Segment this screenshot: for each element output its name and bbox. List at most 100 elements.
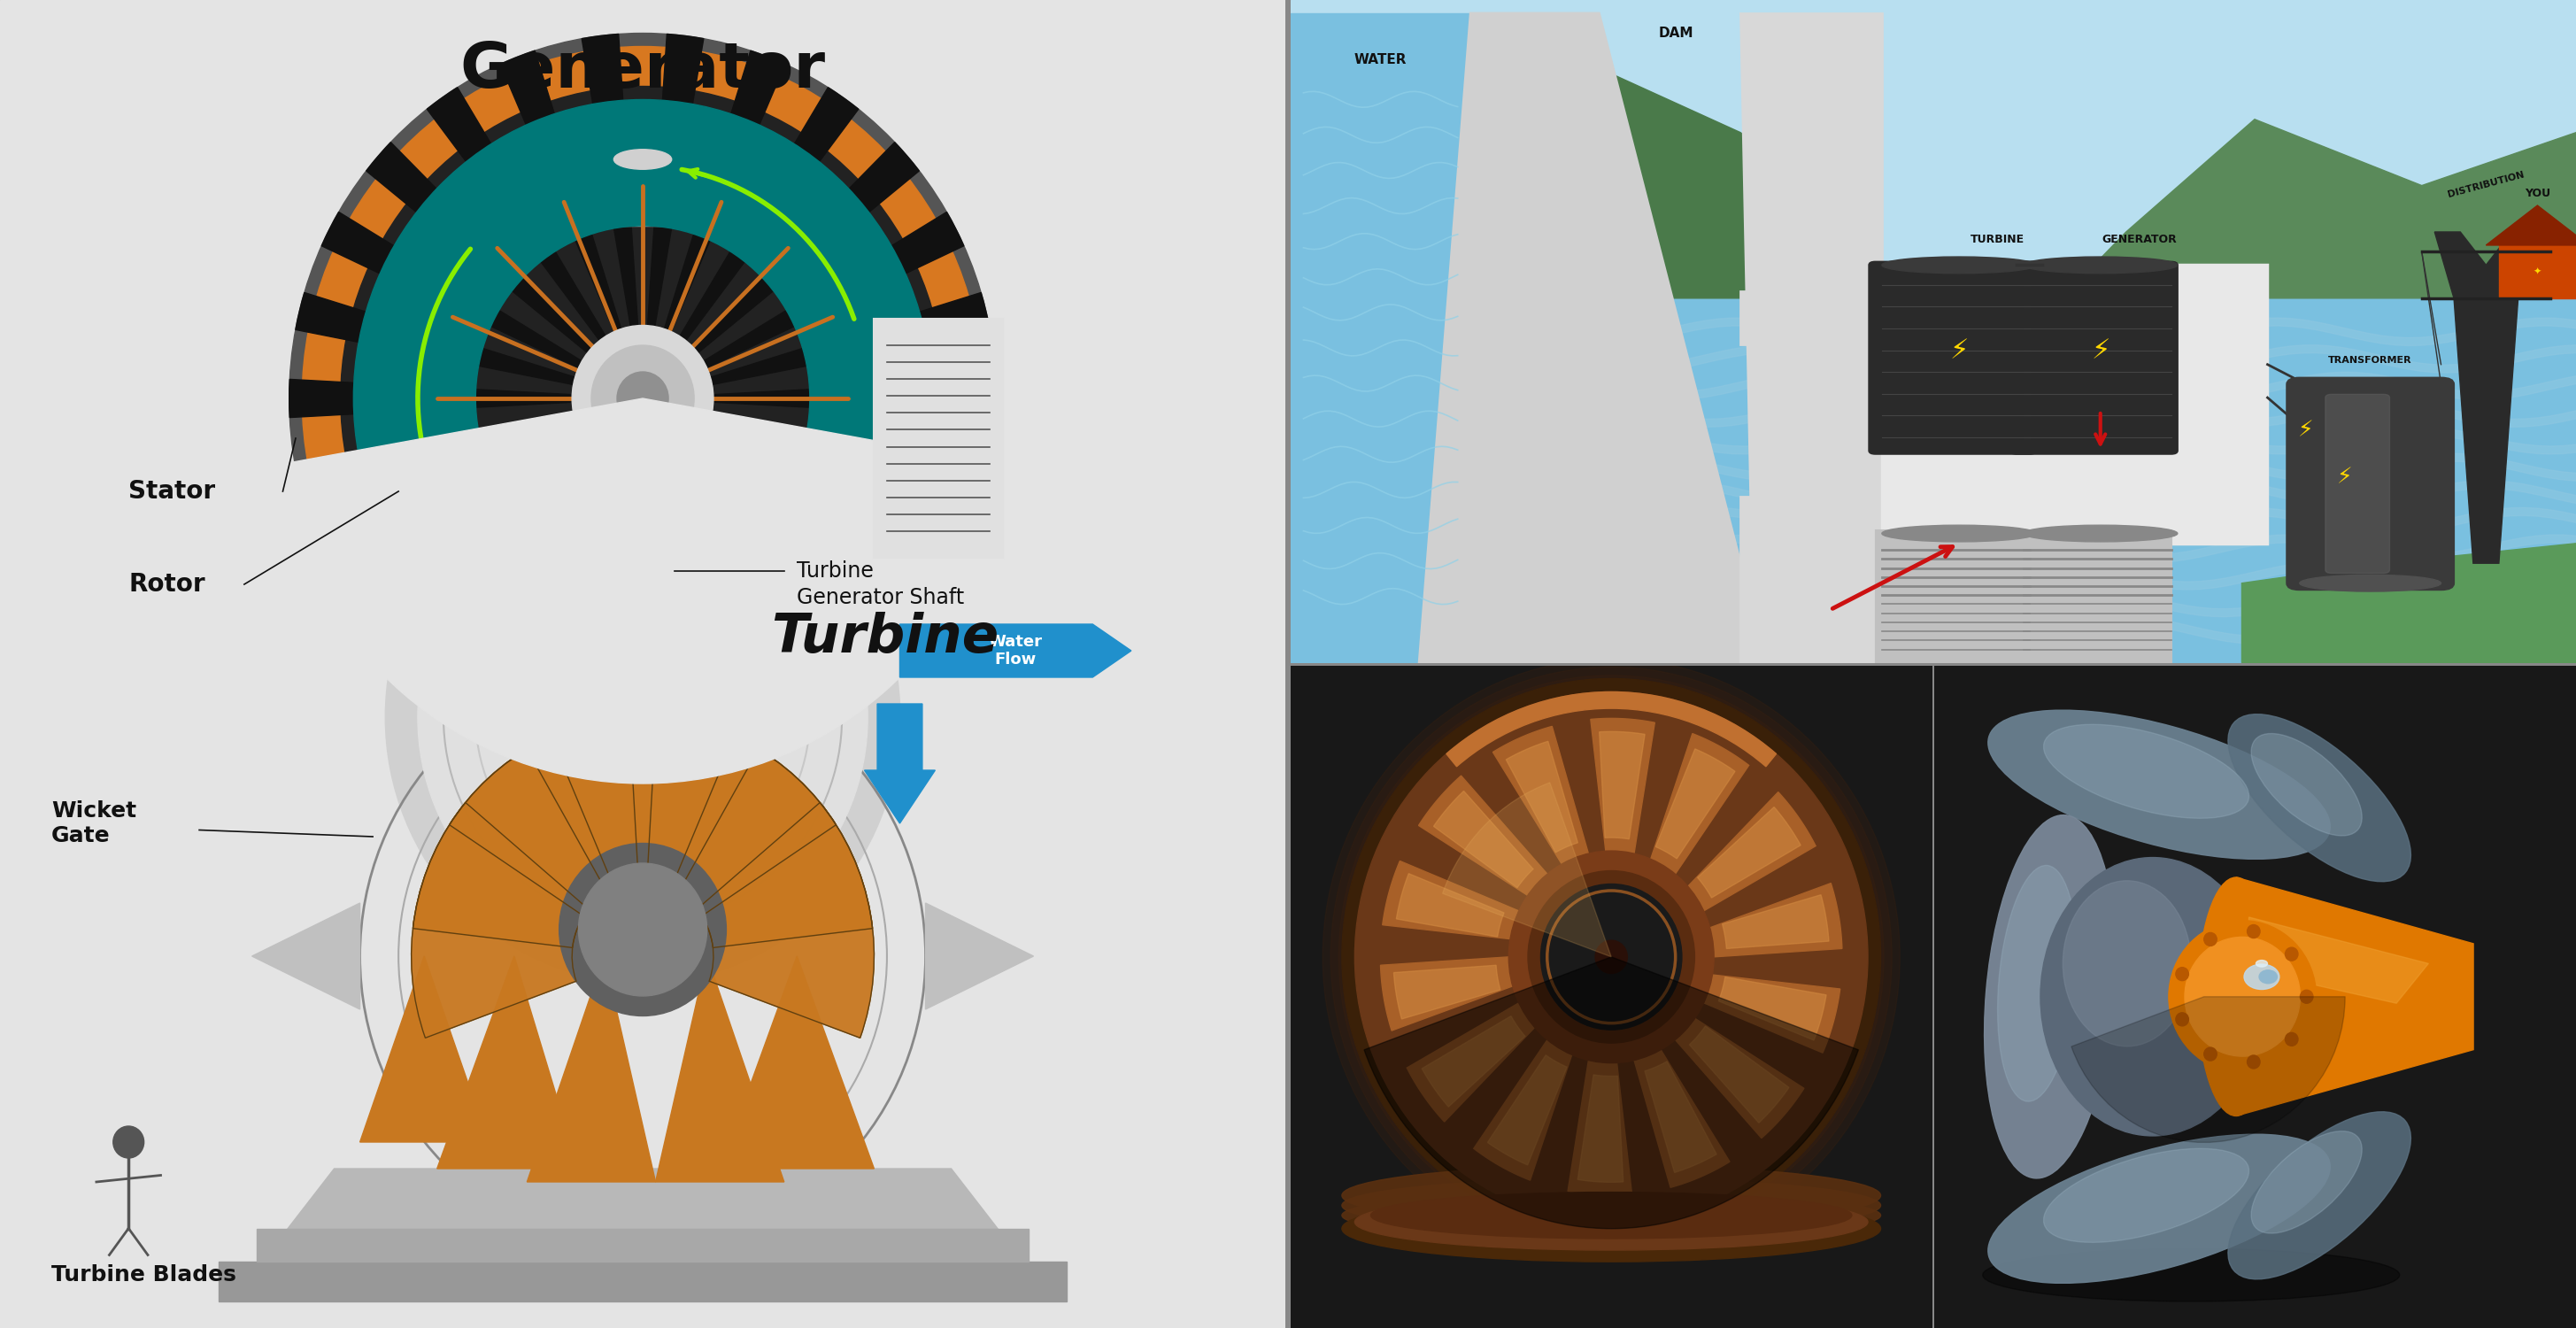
Ellipse shape xyxy=(1342,1178,1880,1232)
Bar xyxy=(219,1262,1066,1301)
Polygon shape xyxy=(899,624,1131,677)
Ellipse shape xyxy=(1342,1191,1880,1239)
FancyArrow shape xyxy=(866,704,935,823)
Polygon shape xyxy=(654,956,783,1182)
Text: Water
Flow: Water Flow xyxy=(989,635,1043,667)
Polygon shape xyxy=(438,956,580,1169)
Polygon shape xyxy=(719,956,873,1169)
Polygon shape xyxy=(1643,1061,1716,1173)
Wedge shape xyxy=(448,717,657,916)
Circle shape xyxy=(1347,684,1875,1230)
Text: Generator: Generator xyxy=(461,40,824,101)
Ellipse shape xyxy=(2228,714,2411,882)
Circle shape xyxy=(1355,692,1868,1222)
Circle shape xyxy=(1528,871,1695,1042)
Ellipse shape xyxy=(2251,733,2362,835)
Ellipse shape xyxy=(2040,858,2264,1135)
Wedge shape xyxy=(500,50,644,398)
Circle shape xyxy=(2300,991,2313,1003)
Wedge shape xyxy=(670,737,873,948)
Polygon shape xyxy=(2486,206,2576,246)
Wedge shape xyxy=(1365,957,1857,1228)
Ellipse shape xyxy=(2022,256,2177,274)
Ellipse shape xyxy=(2022,525,2177,542)
Text: ✦: ✦ xyxy=(2532,267,2543,276)
Ellipse shape xyxy=(613,150,672,170)
Text: Turbine
Generator Shaft: Turbine Generator Shaft xyxy=(796,560,963,608)
Polygon shape xyxy=(1651,733,1749,874)
Polygon shape xyxy=(1406,1003,1535,1122)
Circle shape xyxy=(559,843,726,1016)
Polygon shape xyxy=(1633,1049,1728,1187)
Text: ⚡: ⚡ xyxy=(2336,466,2352,487)
Ellipse shape xyxy=(600,611,685,637)
Bar xyxy=(1291,299,2576,663)
Circle shape xyxy=(1510,851,1713,1062)
FancyBboxPatch shape xyxy=(2017,530,2172,663)
Circle shape xyxy=(289,33,997,764)
Polygon shape xyxy=(1698,807,1801,898)
Text: YOU: YOU xyxy=(2524,187,2550,199)
Wedge shape xyxy=(353,100,933,697)
Bar xyxy=(1741,497,1996,663)
Polygon shape xyxy=(2061,120,2576,299)
Circle shape xyxy=(2205,932,2218,946)
Polygon shape xyxy=(283,1169,1002,1235)
Polygon shape xyxy=(1718,977,1826,1040)
Ellipse shape xyxy=(1996,866,2076,1101)
Wedge shape xyxy=(644,35,703,398)
Polygon shape xyxy=(2236,878,2473,1116)
Text: Wicket
Gate: Wicket Gate xyxy=(52,801,137,846)
Ellipse shape xyxy=(1342,1166,1880,1226)
Polygon shape xyxy=(528,956,654,1182)
Bar xyxy=(1741,292,1996,344)
Polygon shape xyxy=(252,903,361,1009)
Polygon shape xyxy=(1741,13,1883,663)
Ellipse shape xyxy=(1370,1193,1852,1239)
Polygon shape xyxy=(1577,1074,1623,1182)
Circle shape xyxy=(1340,675,1883,1239)
Text: ⚡: ⚡ xyxy=(2092,339,2110,364)
Circle shape xyxy=(301,46,984,750)
Circle shape xyxy=(2177,967,2190,980)
Polygon shape xyxy=(1383,861,1520,939)
Ellipse shape xyxy=(2043,1149,2249,1243)
Polygon shape xyxy=(1494,726,1589,865)
FancyBboxPatch shape xyxy=(1870,262,2035,454)
Circle shape xyxy=(1321,659,1901,1255)
Wedge shape xyxy=(528,717,757,892)
Wedge shape xyxy=(629,717,837,916)
Circle shape xyxy=(2246,1056,2259,1069)
Bar xyxy=(616,465,670,770)
Circle shape xyxy=(1540,884,1682,1029)
FancyBboxPatch shape xyxy=(2287,377,2455,590)
Polygon shape xyxy=(1674,1019,1803,1138)
Wedge shape xyxy=(582,35,644,398)
Wedge shape xyxy=(412,737,616,948)
Text: ⚡: ⚡ xyxy=(1950,339,1968,364)
Text: Stator: Stator xyxy=(129,479,216,503)
Wedge shape xyxy=(289,380,644,417)
Ellipse shape xyxy=(2063,880,2192,1046)
Text: TRANSFORMER: TRANSFORMER xyxy=(2329,356,2411,364)
Polygon shape xyxy=(1710,883,1842,957)
Polygon shape xyxy=(739,607,837,729)
Circle shape xyxy=(2205,1048,2218,1061)
Wedge shape xyxy=(412,802,587,1038)
Ellipse shape xyxy=(2244,964,2280,989)
Ellipse shape xyxy=(2251,1131,2362,1234)
Ellipse shape xyxy=(1883,525,2035,542)
Polygon shape xyxy=(1569,1060,1633,1195)
Circle shape xyxy=(386,452,899,983)
Ellipse shape xyxy=(1989,1134,2331,1283)
Polygon shape xyxy=(1486,1056,1566,1165)
Circle shape xyxy=(1342,679,1880,1235)
Wedge shape xyxy=(384,445,902,676)
Polygon shape xyxy=(1396,874,1504,936)
Polygon shape xyxy=(1419,13,1767,663)
Text: Rotor: Rotor xyxy=(129,572,206,596)
Circle shape xyxy=(340,86,945,710)
Text: DISTRIBUTION: DISTRIBUTION xyxy=(2447,170,2524,199)
Text: ⚡: ⚡ xyxy=(2298,420,2313,441)
Wedge shape xyxy=(428,88,644,398)
